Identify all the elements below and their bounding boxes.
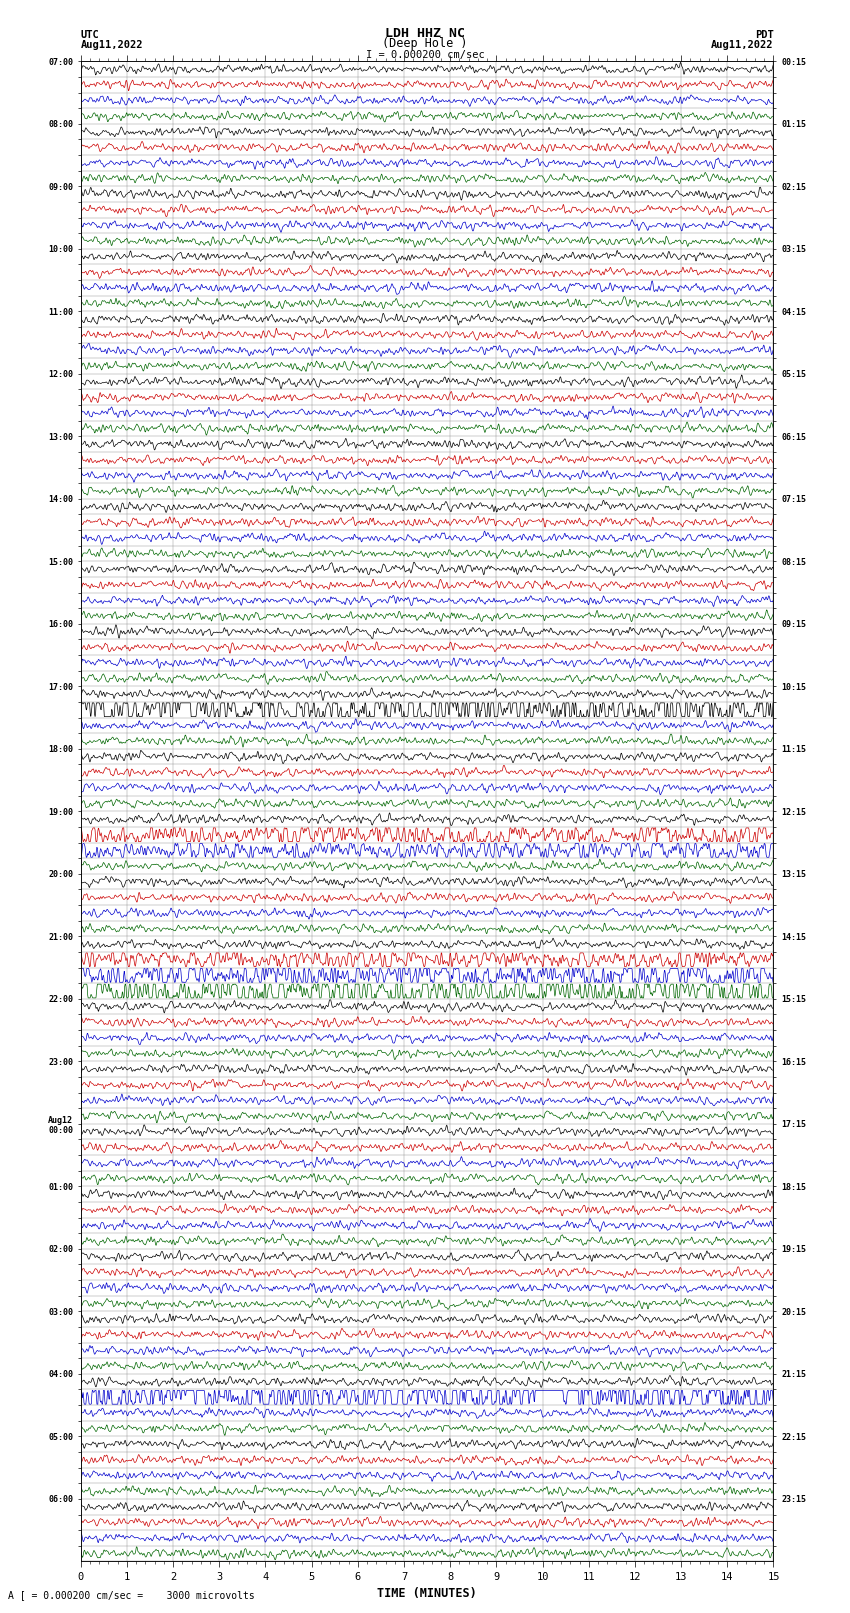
X-axis label: TIME (MINUTES): TIME (MINUTES) [377,1587,477,1600]
Text: Aug11,2022: Aug11,2022 [711,40,774,50]
Text: Aug11,2022: Aug11,2022 [81,40,144,50]
Text: (Deep Hole ): (Deep Hole ) [382,37,468,50]
Text: LDH HHZ NC: LDH HHZ NC [385,27,465,40]
Text: UTC: UTC [81,31,99,40]
Text: I = 0.000200 cm/sec: I = 0.000200 cm/sec [366,50,484,60]
Text: A [ = 0.000200 cm/sec =    3000 microvolts: A [ = 0.000200 cm/sec = 3000 microvolts [8,1590,255,1600]
Text: PDT: PDT [755,31,774,40]
